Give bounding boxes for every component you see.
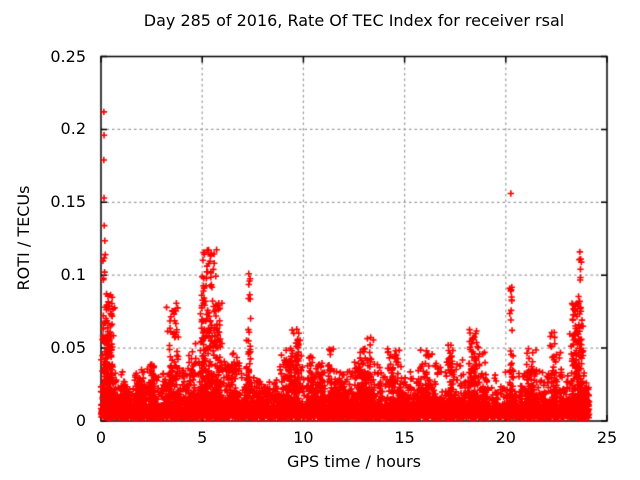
y-tick-label: 0 bbox=[75, 411, 86, 430]
x-tick-label: 0 bbox=[95, 428, 107, 447]
x-axis-label: GPS time / hours bbox=[287, 452, 421, 471]
y-tick-label: 0.1 bbox=[60, 265, 86, 285]
y-axis-label: ROTI / TECUs bbox=[14, 185, 33, 291]
x-tick-label: 10 bbox=[293, 428, 314, 447]
y-tick-label: 0.25 bbox=[50, 46, 86, 66]
y-tick-label: 0.15 bbox=[50, 192, 86, 212]
x-tick-label: 15 bbox=[394, 428, 415, 447]
chart-title: Day 285 of 2016, Rate Of TEC Index for r… bbox=[143, 11, 565, 30]
y-tick-label: 0.2 bbox=[60, 119, 86, 139]
x-tick-label: 25 bbox=[596, 428, 618, 447]
x-tick-label: 20 bbox=[495, 428, 516, 447]
y-tick-label: 0.05 bbox=[50, 338, 86, 358]
x-tick-label: 5 bbox=[197, 428, 208, 447]
